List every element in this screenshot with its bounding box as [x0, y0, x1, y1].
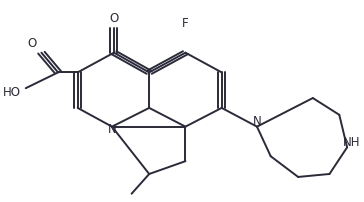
- Text: O: O: [109, 12, 119, 25]
- Text: F: F: [182, 17, 189, 29]
- Text: O: O: [27, 37, 36, 50]
- Text: N: N: [253, 115, 261, 128]
- Text: N: N: [108, 123, 116, 136]
- Text: HO: HO: [3, 86, 21, 99]
- Text: NH: NH: [343, 136, 361, 149]
